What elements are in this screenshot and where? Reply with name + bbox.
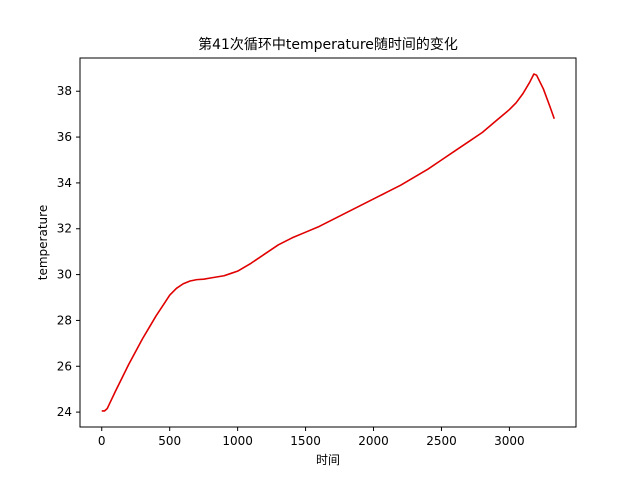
- x-tick-label: 2500: [426, 434, 457, 448]
- x-tick-label: 0: [98, 434, 106, 448]
- x-axis-ticks: 0 500 1000 1500 2000 2500 3000: [98, 427, 525, 448]
- y-tick-label: 24: [57, 405, 72, 419]
- y-tick-label: 36: [57, 130, 72, 144]
- plot-layer: [101, 73, 556, 412]
- y-tick-label: 38: [57, 84, 72, 98]
- series-line: [101, 73, 556, 412]
- x-tick-label: 1000: [222, 434, 253, 448]
- x-tick-label: 2000: [358, 434, 389, 448]
- y-tick-label: 26: [57, 359, 72, 373]
- y-tick-label: 30: [57, 268, 72, 282]
- x-tick-label: 1500: [290, 434, 321, 448]
- y-tick-label: 32: [57, 222, 72, 236]
- plot-frame: [79, 57, 577, 428]
- y-tick-label: 28: [57, 313, 72, 327]
- y-axis-label: temperature: [36, 205, 50, 280]
- chart-title: 第41次循环中temperature随时间的变化: [198, 36, 458, 53]
- x-tick-label: 3000: [494, 434, 525, 448]
- y-axis-ticks: 24 26 28 30 32 34 36 38: [57, 84, 80, 419]
- x-tick-label: 500: [158, 434, 181, 448]
- x-axis-label: 时间: [316, 453, 340, 467]
- y-tick-label: 34: [57, 176, 72, 190]
